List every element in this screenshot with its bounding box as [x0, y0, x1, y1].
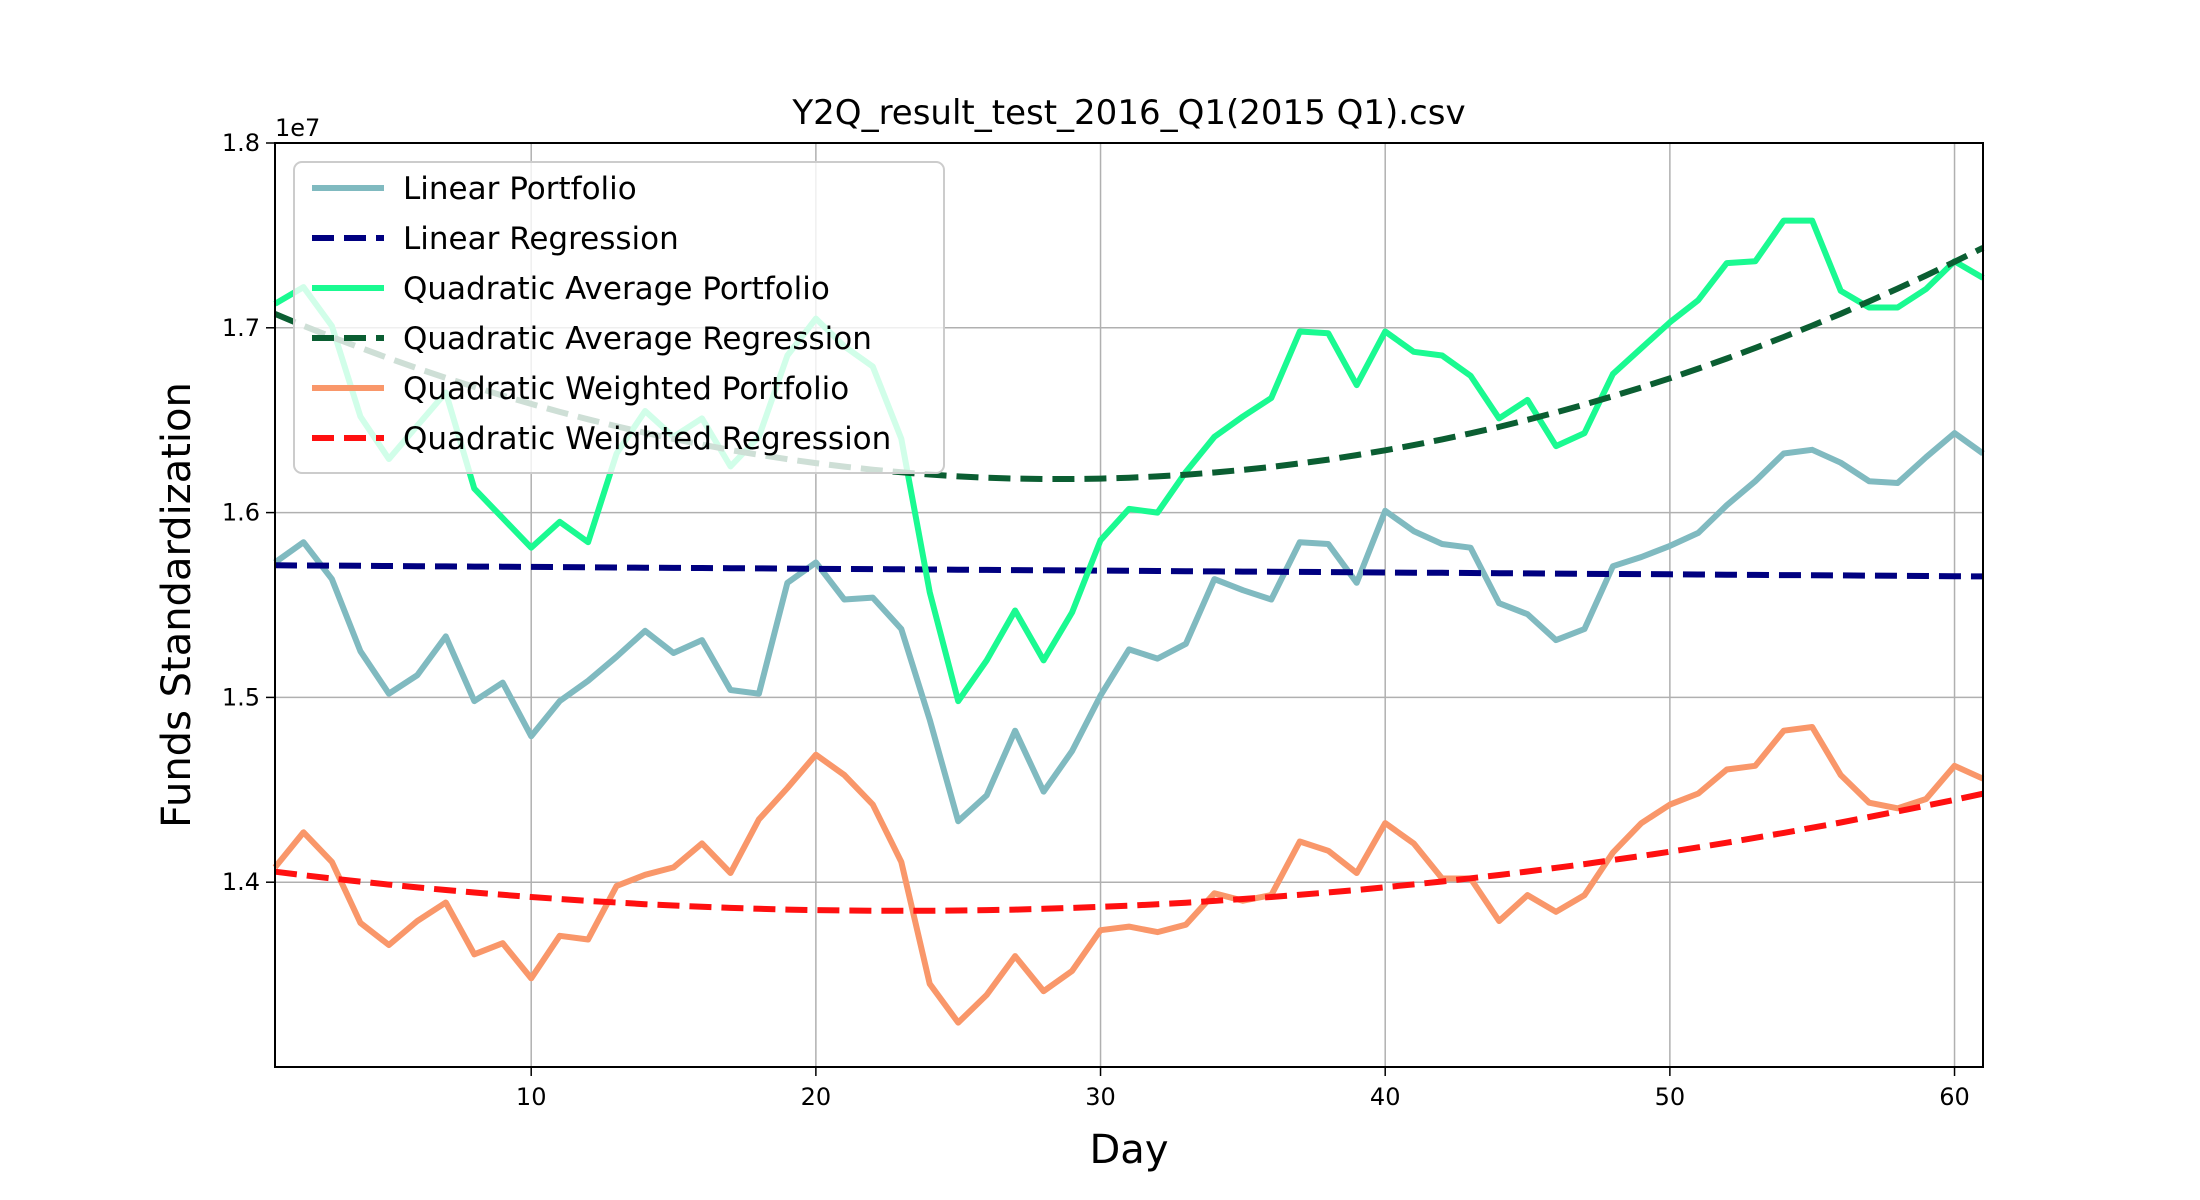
- x-tick-label: 30: [1085, 1083, 1116, 1111]
- y-tick-label: 1.7: [222, 314, 260, 342]
- x-axis-label: Day: [1090, 1127, 1169, 1173]
- y-tick-label: 1.6: [222, 499, 260, 527]
- linear-portfolio-line: [273, 430, 1985, 825]
- y-tick-label: 1.8: [222, 129, 260, 157]
- legend-label-linear-portfolio: Linear Portfolio: [403, 171, 637, 207]
- y-tick-label: 1.4: [222, 868, 260, 896]
- y-axis-label: Funds Standardization: [154, 382, 200, 828]
- chart-title: Y2Q_result_test_2016_Q1(2015 Q1).csv: [791, 93, 1465, 133]
- legend: Linear Portfolio Linear Regression Quadrat…: [293, 161, 945, 474]
- x-tick-label: 60: [1939, 1083, 1970, 1111]
- legend-label-linear-regression: Linear Regression: [403, 221, 679, 257]
- x-tick-label: 50: [1655, 1083, 1686, 1111]
- plot-frame: [274, 142, 1984, 1068]
- quadratic-weighted-portfolio-line: [272, 724, 1985, 1026]
- legend-label-quadratic-weighted-regression: Quadratic Weighted Regression: [403, 421, 891, 457]
- x-tick-label: 20: [801, 1083, 832, 1111]
- x-tick-label: 10: [516, 1083, 547, 1111]
- legend-label-quadratic-average-portfolio: Quadratic Average Portfolio: [403, 271, 830, 307]
- y-offset-label: 1e7: [275, 114, 320, 142]
- quadratic-weighted-regression-line: [274, 790, 1984, 914]
- x-tick-label: 40: [1370, 1083, 1401, 1111]
- quadratic-average-portfolio-line: [273, 217, 1985, 705]
- linear-regression-line: [274, 562, 1984, 580]
- y-tick-label: 1.5: [222, 683, 260, 711]
- legend-label-quadratic-average-regression: Quadratic Average Regression: [403, 321, 872, 357]
- ticks: 10 20 30 40 50 60 1.4 1.5 1.6 1.7 1.8: [222, 129, 1970, 1111]
- legend-box: [293, 161, 945, 474]
- legend-label-quadratic-weighted-portfolio: Quadratic Weighted Portfolio: [403, 371, 849, 407]
